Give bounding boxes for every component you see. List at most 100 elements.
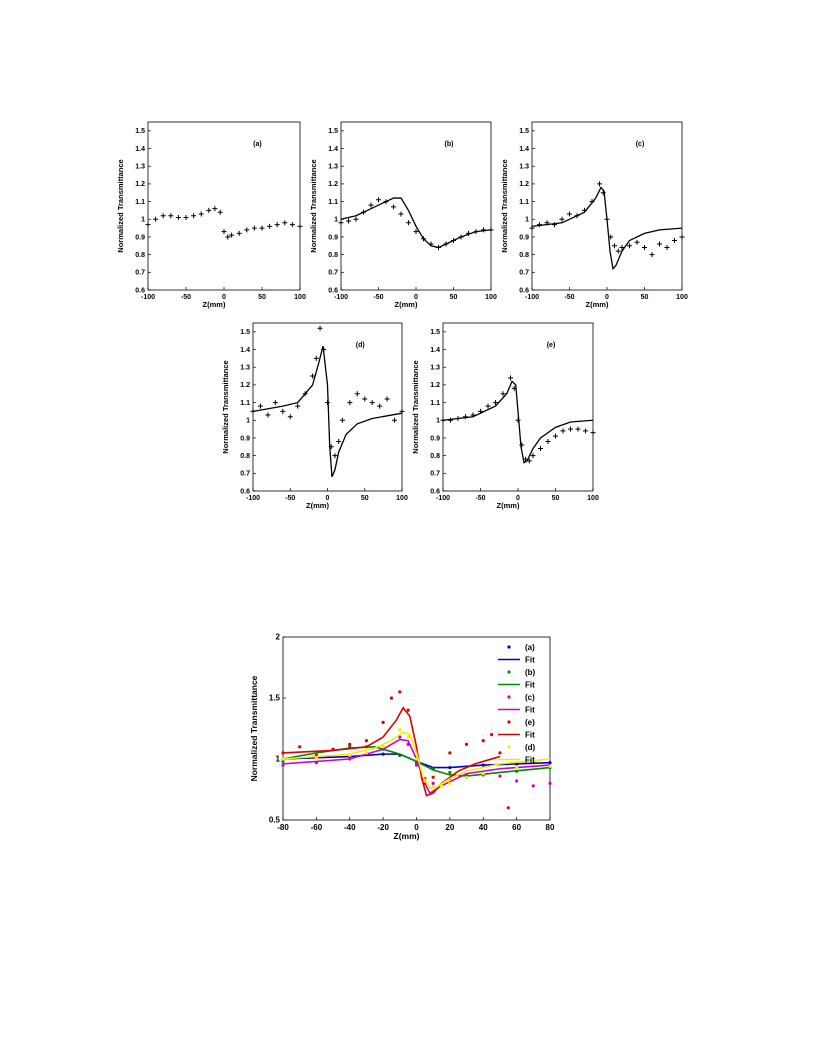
data-point bbox=[317, 325, 323, 331]
data-point bbox=[206, 207, 212, 213]
y-tick-label: 1.4 bbox=[240, 347, 250, 354]
y-tick-label: 1 bbox=[525, 217, 529, 224]
legend-label: (c) bbox=[525, 693, 535, 702]
data-point bbox=[229, 232, 235, 238]
x-tick-label: -100 bbox=[334, 294, 348, 301]
y-tick-label: 0.6 bbox=[519, 287, 529, 294]
data-point bbox=[381, 720, 385, 725]
data-point bbox=[406, 220, 411, 226]
data-point bbox=[448, 770, 452, 775]
y-tick-label: 1.4 bbox=[519, 146, 529, 153]
y-tick-label: 0.9 bbox=[519, 234, 529, 241]
data-point bbox=[369, 400, 375, 406]
y-tick-label: 1.5 bbox=[519, 128, 529, 135]
y-tick-label: 1.5 bbox=[135, 128, 145, 135]
y-tick-label: 0.6 bbox=[135, 287, 145, 294]
data-point bbox=[657, 241, 662, 247]
y-tick-label: 1.3 bbox=[430, 365, 440, 372]
data-point bbox=[537, 222, 542, 228]
x-tick-label: 50 bbox=[361, 495, 369, 502]
legend-marker bbox=[507, 695, 511, 699]
y-tick-label: 0.6 bbox=[430, 488, 440, 495]
data-point bbox=[145, 222, 151, 228]
x-tick-label: 50 bbox=[450, 294, 458, 301]
chart-panel: -100 -50 0 50 100 0.6 0.7 0.8 0.9 1 1.1 1.2 1.3 1.4 1.… bbox=[500, 121, 688, 309]
legend-label: Fit bbox=[525, 681, 535, 690]
data-point bbox=[221, 229, 227, 235]
data-point bbox=[168, 213, 174, 219]
data-point bbox=[559, 216, 565, 222]
fit-line bbox=[282, 706, 501, 797]
x-tick-label: 50 bbox=[641, 294, 649, 301]
y-tick-label: 1.1 bbox=[328, 199, 338, 206]
y-tick-label: 1 bbox=[276, 755, 281, 764]
chart-panel: -100 -50 0 50 100 0.6 0.7 0.8 0.9 1 1.1 1.2 1.3 1.4 1.… bbox=[116, 121, 306, 309]
data-point bbox=[257, 403, 263, 409]
y-tick-label: 0.8 bbox=[519, 252, 529, 259]
data-point bbox=[568, 426, 573, 432]
y-tick-label: 1 bbox=[436, 418, 440, 425]
data-point bbox=[448, 417, 453, 423]
x-tick-label: -100 bbox=[525, 294, 539, 301]
x-tick-label: 100 bbox=[294, 294, 306, 301]
data-point bbox=[251, 225, 257, 231]
y-tick-label: 1.2 bbox=[519, 181, 529, 188]
y-tick-label: 0.8 bbox=[430, 453, 440, 460]
y-tick-label: 0.8 bbox=[328, 252, 338, 259]
x-tick-label: 50 bbox=[258, 294, 266, 301]
data-point bbox=[298, 745, 302, 749]
data-point bbox=[244, 227, 250, 233]
data-point bbox=[389, 696, 394, 700]
data-point bbox=[398, 728, 402, 732]
data-point bbox=[567, 211, 572, 217]
y-tick-label: 1.2 bbox=[328, 181, 338, 188]
data-point bbox=[679, 234, 685, 240]
y-tick-label: 1.5 bbox=[430, 329, 440, 336]
data-point bbox=[431, 781, 435, 786]
legend-marker bbox=[507, 720, 511, 724]
data-point bbox=[236, 230, 242, 236]
x-axis-label: Z(mm) bbox=[203, 300, 226, 309]
legend-label: (a) bbox=[525, 643, 535, 652]
data-point bbox=[575, 426, 581, 432]
x-tick-label: 0 bbox=[605, 294, 609, 301]
legend-label: Fit bbox=[525, 656, 535, 665]
y-tick-label: 0.9 bbox=[430, 435, 440, 442]
data-point bbox=[310, 373, 316, 379]
x-tick-label: 80 bbox=[546, 823, 555, 832]
data-point bbox=[287, 414, 293, 420]
data-point bbox=[515, 765, 519, 770]
data-point bbox=[552, 222, 557, 228]
chart-panel: -100 -50 0 50 100 0.6 0.7 0.8 0.9 1 1.1 1.2 1.3 1.4 1.… bbox=[309, 121, 497, 309]
data-point bbox=[485, 403, 491, 409]
panel-label: (c) bbox=[636, 141, 645, 148]
y-tick-label: 1.5 bbox=[269, 694, 281, 703]
data-point bbox=[448, 751, 452, 755]
data-point bbox=[398, 690, 402, 694]
data-point bbox=[339, 417, 345, 423]
data-point bbox=[392, 417, 398, 423]
data-point bbox=[297, 223, 303, 229]
data-point bbox=[265, 412, 271, 418]
data-point bbox=[493, 400, 498, 406]
data-point bbox=[398, 735, 402, 739]
y-axis-label: Normalized Transmittance bbox=[249, 675, 259, 781]
y-tick-label: 1.5 bbox=[328, 128, 338, 135]
y-tick-label: 1 bbox=[141, 217, 145, 224]
data-point bbox=[406, 708, 410, 712]
y-tick-label: 0.8 bbox=[240, 453, 250, 460]
data-point bbox=[519, 442, 525, 448]
data-point bbox=[399, 408, 405, 414]
data-point bbox=[362, 396, 368, 402]
legend-label: Fit bbox=[525, 731, 535, 740]
y-tick-label: 2 bbox=[276, 633, 281, 642]
panel-label: (d) bbox=[356, 342, 365, 349]
data-point bbox=[545, 438, 551, 444]
x-axis-label: Z(mm) bbox=[306, 501, 329, 510]
data-point bbox=[597, 181, 602, 187]
y-tick-label: 1.3 bbox=[135, 164, 145, 171]
data-point bbox=[553, 433, 558, 439]
fit-line bbox=[531, 186, 683, 271]
x-tick-label: 60 bbox=[512, 823, 521, 832]
data-point bbox=[384, 396, 390, 402]
